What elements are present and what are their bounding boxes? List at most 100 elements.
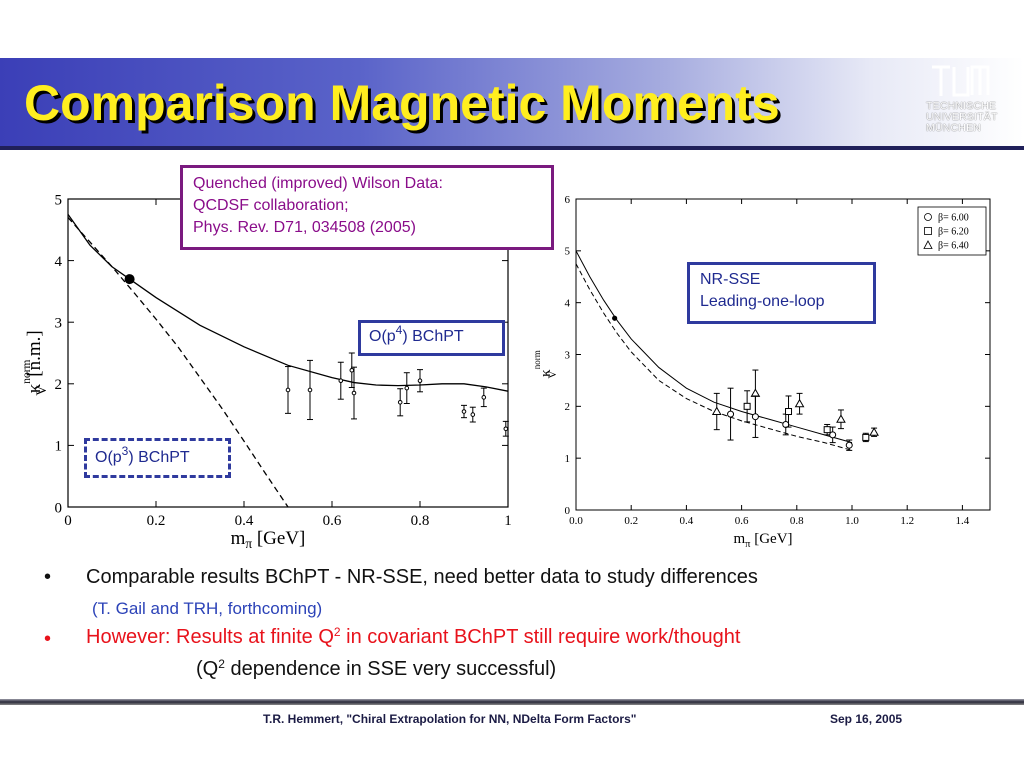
tum-logo-text: TECHNISCHE UNIVERSITÄT MÜNCHEN bbox=[926, 101, 1006, 134]
right-chart-x-tick-label: 0.4 bbox=[680, 515, 694, 527]
callout-op3-sup: 3 bbox=[121, 444, 129, 458]
right-chart-data-point bbox=[869, 427, 879, 437]
bullet-2-sub-pre: (Q bbox=[196, 658, 219, 680]
right-chart-x-tick-label: 1.2 bbox=[900, 515, 914, 527]
right-chart-x-tick-label: 0.0 bbox=[569, 515, 583, 527]
left-chart-marker-circle bbox=[349, 367, 355, 373]
right-chart-curve-solid bbox=[576, 250, 853, 444]
left-chart-data-point bbox=[502, 420, 509, 437]
bullet-1-subnote: (T. Gail and TRH, forthcoming) bbox=[92, 599, 323, 618]
left-chart-marker-circle bbox=[351, 390, 357, 396]
logo-line-1: TECHNISCHE bbox=[926, 100, 997, 112]
right-chart-legend-circle-icon bbox=[924, 213, 932, 221]
left-chart-data-point bbox=[348, 352, 355, 388]
left-chart-marker-circle bbox=[481, 395, 487, 400]
right-chart-data-point bbox=[711, 392, 722, 431]
left-chart-data-point bbox=[480, 387, 487, 408]
left-chart-y-tick-label: 3 bbox=[55, 315, 63, 331]
left-chart-x-tick-label: 0.2 bbox=[147, 513, 166, 529]
left-chart-marker-circle bbox=[285, 387, 291, 393]
right-chart-y-tick-label: 1 bbox=[565, 453, 571, 465]
right-chart-data-point bbox=[862, 432, 870, 443]
left-chart-x-tick-label: 0.6 bbox=[323, 513, 342, 529]
callout-op3-suffix: ) BChPT bbox=[128, 449, 190, 466]
left-chart-y-axis-label-sub: V bbox=[34, 385, 50, 396]
left-chart-data-point bbox=[417, 369, 423, 393]
right-chart-y-tick-label: 3 bbox=[565, 349, 571, 361]
right-chart-y-axis-label-text: κnorm V bbox=[532, 350, 559, 379]
right-chart-x-tick-label: 1.4 bbox=[956, 515, 970, 527]
left-chart-x-axis-label-sub: π bbox=[245, 536, 252, 551]
left-chart-marker-circle bbox=[338, 378, 344, 384]
right-chart-marker-triangle bbox=[711, 406, 722, 416]
left-chart-x-axis-label-unit: [GeV] bbox=[252, 528, 305, 549]
right-chart-data-point bbox=[829, 426, 837, 444]
left-chart-marker-circle bbox=[397, 399, 403, 405]
left-chart-x-tick-label: 0.8 bbox=[411, 513, 430, 529]
callout-quenched-line-3: Phys. Rev. D71, 034508 (2005) bbox=[193, 219, 416, 236]
left-chart-data-point bbox=[351, 366, 357, 420]
chart-bchpt: 0 0.2 0.4 0.6 0.8 1 0 1 2 3 4 5 mπ [GeV] κnormV [n.m.… bbox=[21, 185, 520, 555]
right-chart-marker-circle bbox=[751, 413, 759, 421]
right-chart-x-tick-label: 0.2 bbox=[624, 515, 638, 527]
left-chart-y-tick-label: 4 bbox=[55, 254, 63, 270]
right-chart-marker-square bbox=[785, 408, 793, 416]
bullet-1-text: Comparable results BChPT - NR-SSE, need … bbox=[86, 566, 758, 588]
right-chart-data-point bbox=[782, 413, 790, 436]
chart-bchpt-svg: 0 0.2 0.4 0.6 0.8 1 0 1 2 3 4 5 mπ [GeV] κnormV [n.m.… bbox=[21, 192, 512, 551]
right-chart-y-tick-label: 2 bbox=[565, 401, 571, 413]
right-chart-legend-label: β= 6.20 bbox=[938, 227, 969, 238]
callout-op3-prefix: O(p bbox=[95, 449, 122, 466]
bullet-2-post: in covariant BChPT still require work/th… bbox=[340, 626, 741, 648]
bullet-2-pre: However: Results at finite Q bbox=[86, 626, 334, 648]
callout-op3-bchpt: O(p3) BChPT bbox=[84, 438, 231, 478]
left-chart-y-axis-label-sup: norm bbox=[21, 360, 33, 384]
right-chart-data-point bbox=[823, 423, 831, 436]
right-chart-marker-triangle bbox=[794, 398, 805, 408]
right-chart-y-axis-label-sub: V bbox=[547, 371, 559, 379]
right-chart-data-point bbox=[845, 439, 853, 451]
left-chart-y-tick-label: 2 bbox=[55, 377, 63, 393]
left-chart-x-axis-label-main: m bbox=[231, 528, 246, 549]
callout-quenched-line-2: QCDSF collaboration; bbox=[193, 197, 349, 214]
left-chart-data-point bbox=[337, 361, 344, 400]
right-chart-marker-triangle bbox=[836, 414, 846, 423]
left-chart-physical-point bbox=[124, 274, 135, 285]
right-chart-data-point bbox=[785, 395, 793, 428]
left-chart-x-axis-label: mπ [GeV] bbox=[231, 528, 306, 551]
left-chart-y-axis-label-unit: [n.m.] bbox=[24, 330, 45, 381]
right-chart-marker-square bbox=[743, 402, 751, 410]
left-chart-data-point bbox=[403, 372, 410, 405]
bullet-1-marker: • bbox=[44, 566, 52, 588]
title-banner bbox=[0, 58, 1024, 146]
logo-line-3: MÜNCHEN bbox=[926, 122, 982, 134]
left-chart-data-point bbox=[285, 366, 291, 414]
right-chart-data-point bbox=[743, 390, 751, 423]
callout-quenched-line-1: Quenched (improved) Wilson Data: bbox=[193, 175, 443, 192]
callout-nrsse-line-2: Leading-one-loop bbox=[700, 293, 825, 310]
right-chart-y-axis-label-sup: norm bbox=[532, 350, 542, 369]
bullet-2-subnote: (Q2 dependence in SSE very successful) bbox=[196, 658, 556, 681]
callout-nr-sse: NR-SSE Leading-one-loop bbox=[687, 262, 876, 324]
tum-logo: TECHNISCHE UNIVERSITÄT MÜNCHEN bbox=[918, 64, 1002, 144]
left-chart-y-axis-label-main: κ bbox=[24, 383, 45, 393]
left-chart-y-axis-label: κnormV [n.m.] bbox=[21, 330, 50, 395]
left-chart-data-point bbox=[397, 388, 404, 417]
right-chart-data-point bbox=[751, 395, 759, 438]
right-chart-legend-label: β= 6.00 bbox=[938, 213, 969, 224]
bullet-2-marker: • bbox=[44, 628, 52, 650]
right-chart-marker-circle bbox=[727, 410, 735, 418]
logo-line-2: UNIVERSITÄT bbox=[926, 111, 998, 123]
tum-logo-mark bbox=[932, 65, 990, 97]
footer-divider bbox=[0, 699, 1024, 705]
callout-nrsse-line-1: NR-SSE bbox=[700, 271, 761, 288]
left-chart-marker-circle bbox=[503, 426, 509, 432]
bullet-2-sub-sup: 2 bbox=[218, 657, 225, 671]
left-chart-curve-solid bbox=[68, 214, 508, 392]
left-chart-y-axis-label-text: κnormV [n.m.] bbox=[21, 330, 50, 395]
callout-op4-suffix: ) BChPT bbox=[402, 328, 464, 345]
bullet-2-sup: 2 bbox=[333, 625, 341, 639]
right-chart-data-point bbox=[836, 409, 846, 430]
left-chart-data-point bbox=[469, 406, 476, 423]
bullet-2-sub-post: dependence in SSE very successful) bbox=[224, 658, 557, 680]
